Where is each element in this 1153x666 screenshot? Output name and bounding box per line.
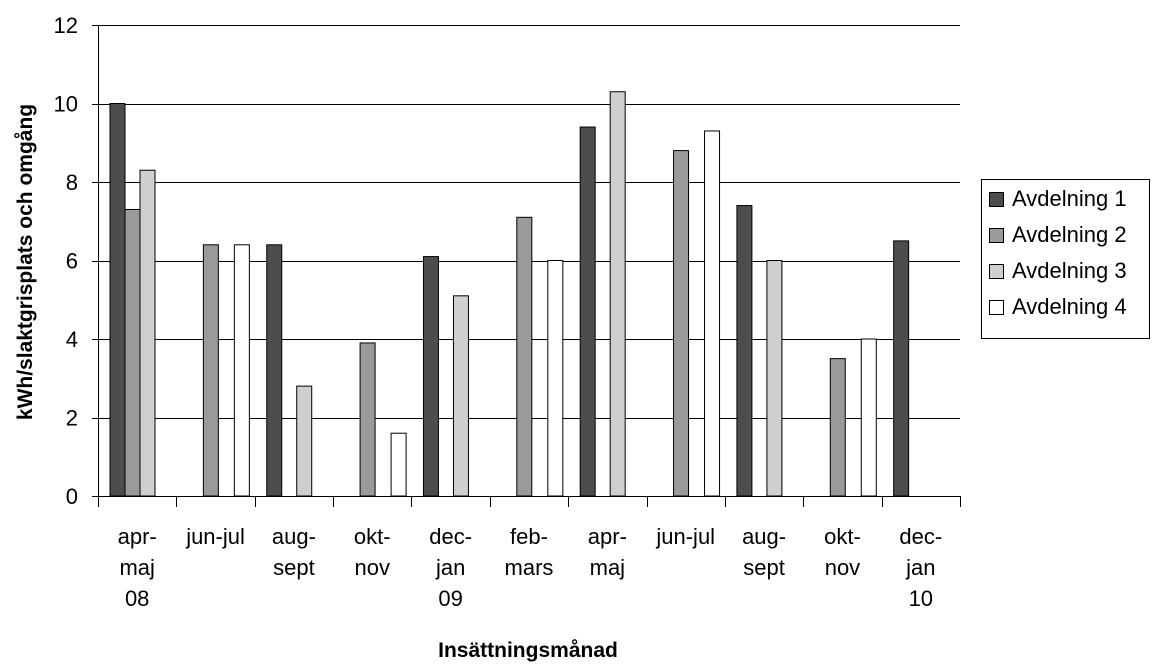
legend-swatch xyxy=(989,228,1004,243)
bar xyxy=(860,338,877,497)
y-tick-label: 8 xyxy=(66,170,78,195)
bar xyxy=(704,130,721,497)
legend-label: Avdelning 4 xyxy=(1012,294,1127,319)
x-tick-label: aug- xyxy=(742,524,786,549)
x-tick-label: maj xyxy=(590,555,625,580)
bar xyxy=(109,103,126,497)
x-tick-label: dec- xyxy=(899,524,942,549)
tick-labels: 0 2 4 6 8 10 12 apr-maj 08 jun-jul aug-sept okt-nov… xyxy=(54,13,943,611)
bar xyxy=(579,126,596,497)
legend: Avdelning 1 Avdelning 2 Avdelning 3 Avdelni… xyxy=(981,179,1150,339)
x-tick-label: aug- xyxy=(272,524,316,549)
bars xyxy=(109,91,910,497)
x-axis-title: Insättningsmånad xyxy=(438,639,618,662)
bar xyxy=(139,169,156,497)
y-tick-label: 10 xyxy=(54,92,78,117)
bar xyxy=(296,385,313,497)
x-tick-label: maj xyxy=(119,555,154,580)
bar xyxy=(609,91,626,497)
legend-label: Avdelning 2 xyxy=(1012,222,1127,247)
axes xyxy=(92,25,961,507)
legend-label: Avdelning 1 xyxy=(1012,186,1127,211)
x-tick-label: apr- xyxy=(118,524,157,549)
legend-swatch xyxy=(989,192,1004,207)
y-tick-label: 12 xyxy=(54,13,78,38)
x-tick-label: okt- xyxy=(824,524,861,549)
bar xyxy=(390,432,407,497)
x-tick-label: jun-jul xyxy=(655,524,715,549)
y-tick-label: 6 xyxy=(66,249,78,274)
bar xyxy=(829,358,846,497)
bar xyxy=(124,208,141,497)
bar xyxy=(516,216,533,497)
x-tick-label: feb- xyxy=(510,524,548,549)
y-tick-label: 4 xyxy=(66,327,78,352)
legend-label: Avdelning 3 xyxy=(1012,258,1127,283)
y-tick-label: 2 xyxy=(66,406,78,431)
x-tick-label: nov xyxy=(825,555,860,580)
y-tick-label: 0 xyxy=(66,484,78,509)
y-axis-title: kWh/slaktgrisplats och omgång xyxy=(14,104,37,420)
bar xyxy=(766,260,783,497)
x-tick-label: jan xyxy=(905,555,935,580)
bar xyxy=(233,244,250,497)
bar xyxy=(673,150,690,497)
bar xyxy=(422,256,439,497)
bar xyxy=(452,295,469,497)
legend-swatch xyxy=(989,264,1004,279)
bar xyxy=(202,244,219,497)
bar xyxy=(266,244,283,497)
bar xyxy=(736,205,753,497)
x-tick-label: mars xyxy=(505,555,554,580)
x-tick-label: okt- xyxy=(354,524,391,549)
x-tick-label: nov xyxy=(355,555,390,580)
x-tick-label: dec- xyxy=(429,524,472,549)
legend-swatch xyxy=(989,300,1004,315)
x-tick-label: jan xyxy=(435,555,465,580)
x-tick-label: 08 xyxy=(125,586,149,611)
x-tick-label: 09 xyxy=(438,586,462,611)
bar xyxy=(547,260,564,497)
x-tick-label: sept xyxy=(743,555,785,580)
x-tick-label: sept xyxy=(273,555,315,580)
bar xyxy=(359,342,376,497)
legend-box xyxy=(981,179,1150,339)
x-tick-label: 10 xyxy=(909,586,933,611)
x-tick-label: jun-jul xyxy=(185,524,245,549)
bar xyxy=(893,240,910,497)
x-tick-label: apr- xyxy=(588,524,627,549)
